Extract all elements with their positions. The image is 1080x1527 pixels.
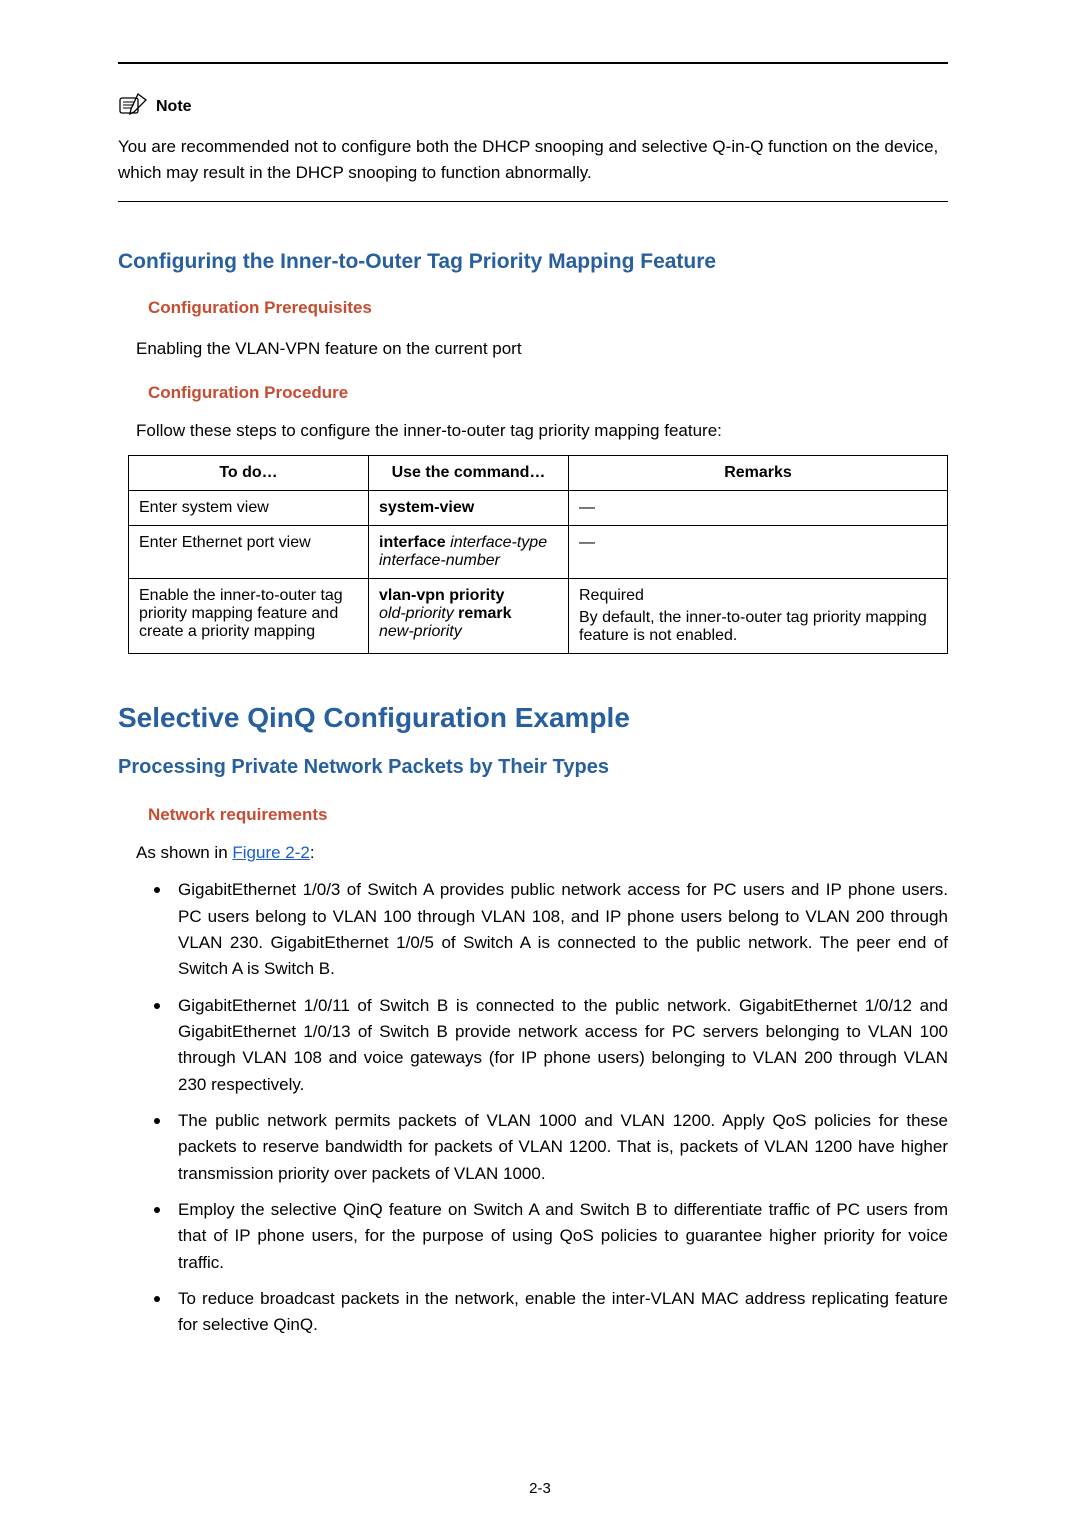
subheading-network-req: Network requirements — [148, 805, 948, 825]
list-item: GigabitEthernet 1/0/11 of Switch B is co… — [154, 993, 948, 1098]
note-bottom-rule — [118, 201, 948, 202]
top-rule — [118, 62, 948, 64]
table-cell: — — [569, 526, 948, 579]
cmd-bold: interface — [379, 534, 446, 551]
note-text: You are recommended not to configure bot… — [118, 134, 948, 187]
list-item: GigabitEthernet 1/0/3 of Switch A provid… — [154, 877, 948, 982]
cmd-bold: system-view — [379, 499, 474, 516]
table-row: Enter system view system-view — — [129, 491, 948, 526]
table-header: Use the command… — [369, 456, 569, 491]
figure-link[interactable]: Figure 2-2 — [232, 843, 309, 862]
table-cell: — — [569, 491, 948, 526]
list-item: The public network permits packets of VL… — [154, 1108, 948, 1187]
section-heading-configuring: Configuring the Inner-to-Outer Tag Prior… — [118, 250, 948, 274]
note-icon — [118, 92, 148, 116]
table-header: Remarks — [569, 456, 948, 491]
list-item: To reduce broadcast packets in the netwo… — [154, 1286, 948, 1339]
intro-suffix: : — [310, 843, 315, 862]
subheading-procedure: Configuration Procedure — [148, 383, 948, 403]
list-item: Employ the selective QinQ feature on Swi… — [154, 1197, 948, 1276]
subheading-prerequisites: Configuration Prerequisites — [148, 298, 948, 318]
procedure-intro: Follow these steps to configure the inne… — [136, 421, 948, 441]
note-block: Note You are recommended not to configur… — [118, 92, 948, 202]
prereq-text: Enabling the VLAN-VPN feature on the cur… — [136, 336, 948, 362]
page: Note You are recommended not to configur… — [0, 0, 1080, 1527]
requirements-list: GigabitEthernet 1/0/3 of Switch A provid… — [154, 877, 948, 1339]
cmd-italic: old-priority — [379, 605, 454, 622]
table-cell: Required By default, the inner-to-outer … — [569, 579, 948, 654]
table-header: To do… — [129, 456, 369, 491]
table-cell: Enter Ethernet port view — [129, 526, 369, 579]
table-cell: system-view — [369, 491, 569, 526]
note-label: Note — [156, 98, 192, 116]
table-cell: Enter system view — [129, 491, 369, 526]
table-cell: interface interface-type interface-numbe… — [369, 526, 569, 579]
table-cell: Enable the inner-to-outer tag priority m… — [129, 579, 369, 654]
cmd-bold: remark — [454, 605, 512, 622]
table-row: Enter Ethernet port view interface inter… — [129, 526, 948, 579]
intro-prefix: As shown in — [136, 843, 232, 862]
section-heading-example: Selective QinQ Configuration Example — [118, 702, 948, 734]
intro-line: As shown in Figure 2-2: — [136, 843, 948, 863]
remarks-line: By default, the inner-to-outer tag prior… — [579, 609, 937, 645]
note-header: Note — [118, 92, 948, 116]
page-number: 2-3 — [0, 1480, 1080, 1497]
table-row: Enable the inner-to-outer tag priority m… — [129, 579, 948, 654]
table-cell: vlan-vpn priority old-priority remark ne… — [369, 579, 569, 654]
cmd-italic: new-priority — [379, 623, 462, 640]
configuration-table: To do… Use the command… Remarks Enter sy… — [128, 455, 948, 654]
section-heading-processing: Processing Private Network Packets by Th… — [118, 756, 948, 779]
table-header-row: To do… Use the command… Remarks — [129, 456, 948, 491]
remarks-line: Required — [579, 587, 937, 605]
cmd-bold: vlan-vpn priority — [379, 587, 504, 604]
